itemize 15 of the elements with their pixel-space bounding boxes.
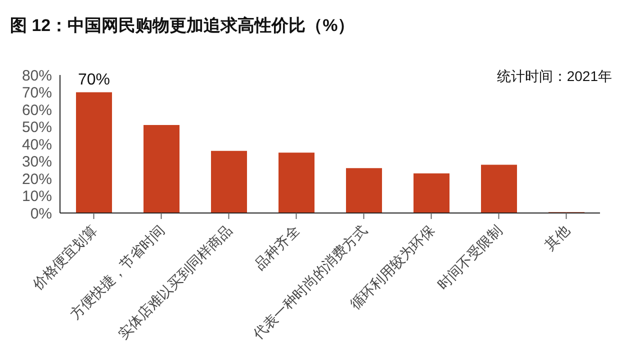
y-tick-label: 70%: [22, 84, 52, 102]
x-tick-label: 时间不受限制: [434, 222, 505, 293]
y-tick-label: 10%: [22, 188, 52, 206]
y-tick-label: 60%: [22, 102, 52, 119]
x-tick-label: 其他: [541, 222, 572, 253]
data-label: 70%: [78, 71, 110, 88]
y-tick-label: 80%: [22, 67, 52, 84]
y-tick-label: 50%: [22, 119, 52, 136]
y-tick-label: 30%: [22, 154, 52, 171]
y-tick-label: 0%: [30, 205, 52, 222]
y-tick-label: 40%: [22, 136, 52, 154]
chart-title: 图 12：中国网民购物更加追求高性价比（%）: [10, 15, 355, 37]
annotation: 统计时间：2021年: [496, 68, 612, 86]
x-tick-label: 品种齐全: [251, 222, 302, 273]
y-tick-label: 20%: [22, 170, 52, 188]
